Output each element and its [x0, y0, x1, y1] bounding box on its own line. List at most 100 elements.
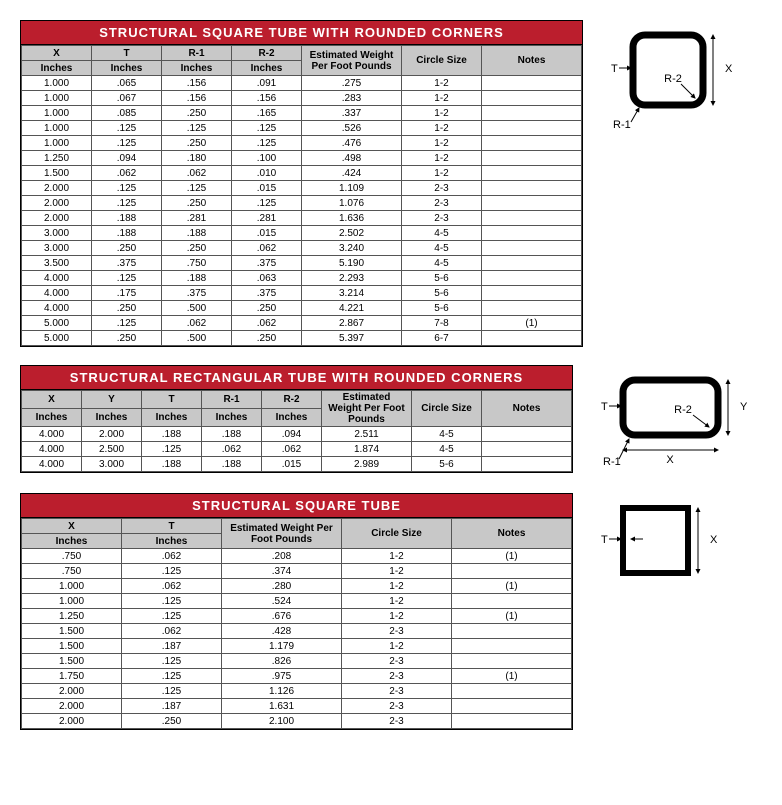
table-cell: 1-2 — [342, 564, 452, 579]
table-row: 1.500.125.8262-3 — [22, 654, 572, 669]
table-cell: .067 — [92, 91, 162, 106]
column-header: Inches — [232, 61, 302, 76]
table-cell: .676 — [222, 609, 342, 624]
column-header: Estimated Weight Per Foot Pounds — [322, 391, 412, 427]
table-cell: 1-2 — [402, 121, 482, 136]
table-cell: .188 — [92, 211, 162, 226]
svg-text:T: T — [601, 534, 608, 546]
table-cell: 1-2 — [342, 609, 452, 624]
table-cell: .283 — [302, 91, 402, 106]
table-cell — [452, 639, 572, 654]
table-cell — [482, 91, 582, 106]
table-cell — [452, 714, 572, 729]
column-header: Y — [82, 391, 142, 409]
table-cell: .062 — [232, 316, 302, 331]
column-header: Inches — [162, 61, 232, 76]
table-cell: 2.000 — [22, 181, 92, 196]
table-cell — [482, 286, 582, 301]
table-cell: 2.000 — [22, 196, 92, 211]
table-cell: .424 — [302, 166, 402, 181]
table-cell: 2.000 — [22, 714, 122, 729]
column-header: Inches — [92, 61, 162, 76]
section: STRUCTURAL RECTANGULAR TUBE WITH ROUNDED… — [20, 365, 762, 475]
svg-text:R-2: R-2 — [664, 73, 682, 85]
table-cell — [452, 699, 572, 714]
table-cell — [482, 196, 582, 211]
table-cell: 4.000 — [22, 442, 82, 457]
table-cell: .062 — [162, 166, 232, 181]
table-cell: .187 — [122, 699, 222, 714]
table-cell: 4-5 — [412, 442, 482, 457]
table-cell: 1.500 — [22, 654, 122, 669]
column-header: Circle Size — [342, 519, 452, 549]
table-cell: 7-8 — [402, 316, 482, 331]
table-cell: .156 — [232, 91, 302, 106]
table-cell: .250 — [162, 241, 232, 256]
column-header: T — [122, 519, 222, 534]
column-header: Notes — [482, 46, 582, 76]
table-cell: .125 — [122, 564, 222, 579]
table-cell: .250 — [92, 331, 162, 346]
table-cell — [482, 271, 582, 286]
table-cell: 1.179 — [222, 639, 342, 654]
column-header: X — [22, 519, 122, 534]
table-cell: 1-2 — [402, 76, 482, 91]
table-cell: 2.293 — [302, 271, 402, 286]
table-cell: .500 — [162, 301, 232, 316]
column-header: Inches — [202, 409, 262, 427]
table-row: 1.250.094.180.100.4981-2 — [22, 151, 582, 166]
svg-text:R-1: R-1 — [613, 119, 631, 131]
table-cell: .375 — [92, 256, 162, 271]
table-row: 2.000.1871.6312-3 — [22, 699, 572, 714]
column-header: Inches — [22, 534, 122, 549]
svg-text:X: X — [710, 534, 718, 546]
table-title: STRUCTURAL SQUARE TUBE WITH ROUNDED CORN… — [21, 21, 582, 45]
table-cell: 2.511 — [322, 427, 412, 442]
table-cell: 1.750 — [22, 669, 122, 684]
table-cell: (1) — [482, 316, 582, 331]
table-cell: 5.397 — [302, 331, 402, 346]
data-table: STRUCTURAL SQUARE TUBEXTEstimated Weight… — [20, 493, 573, 730]
table-row: 1.500.062.4282-3 — [22, 624, 572, 639]
column-header: Inches — [142, 409, 202, 427]
column-header: Inches — [82, 409, 142, 427]
table-cell: .175 — [92, 286, 162, 301]
table: XTEstimated Weight Per Foot PoundsCircle… — [21, 518, 572, 729]
table-cell: 1.631 — [222, 699, 342, 714]
table-cell: .250 — [162, 136, 232, 151]
table-cell: 5.000 — [22, 316, 92, 331]
table-cell: .010 — [232, 166, 302, 181]
table-cell — [482, 226, 582, 241]
table-cell: 6-7 — [402, 331, 482, 346]
table-cell: .275 — [302, 76, 402, 91]
table-row: 2.000.125.125.0151.1092-3 — [22, 181, 582, 196]
cross-section-diagram: T Y X R-2 R-1 — [593, 365, 753, 475]
table-cell: 5-6 — [402, 286, 482, 301]
table-cell: 1.000 — [22, 91, 92, 106]
table-cell: .015 — [262, 457, 322, 472]
column-header: T — [142, 391, 202, 409]
table-cell: 4.000 — [22, 457, 82, 472]
table-cell: .156 — [162, 76, 232, 91]
table-cell — [452, 564, 572, 579]
table-cell: .062 — [162, 316, 232, 331]
svg-text:X: X — [725, 63, 733, 75]
svg-text:T: T — [601, 401, 608, 413]
table-cell: .125 — [142, 442, 202, 457]
table-cell: .750 — [22, 549, 122, 564]
svg-text:X: X — [666, 454, 674, 466]
table-cell — [482, 457, 572, 472]
table-cell: .188 — [142, 457, 202, 472]
table-cell: 1.250 — [22, 609, 122, 624]
table-cell: 2.100 — [222, 714, 342, 729]
table-row: 1.000.085.250.165.3371-2 — [22, 106, 582, 121]
table-cell — [482, 241, 582, 256]
table-cell: .125 — [162, 121, 232, 136]
table-cell — [482, 151, 582, 166]
table-cell: .165 — [232, 106, 302, 121]
table-cell: 5-6 — [412, 457, 482, 472]
table-cell: .188 — [142, 427, 202, 442]
table-cell: .125 — [92, 121, 162, 136]
column-header: R-1 — [202, 391, 262, 409]
column-header: Notes — [452, 519, 572, 549]
